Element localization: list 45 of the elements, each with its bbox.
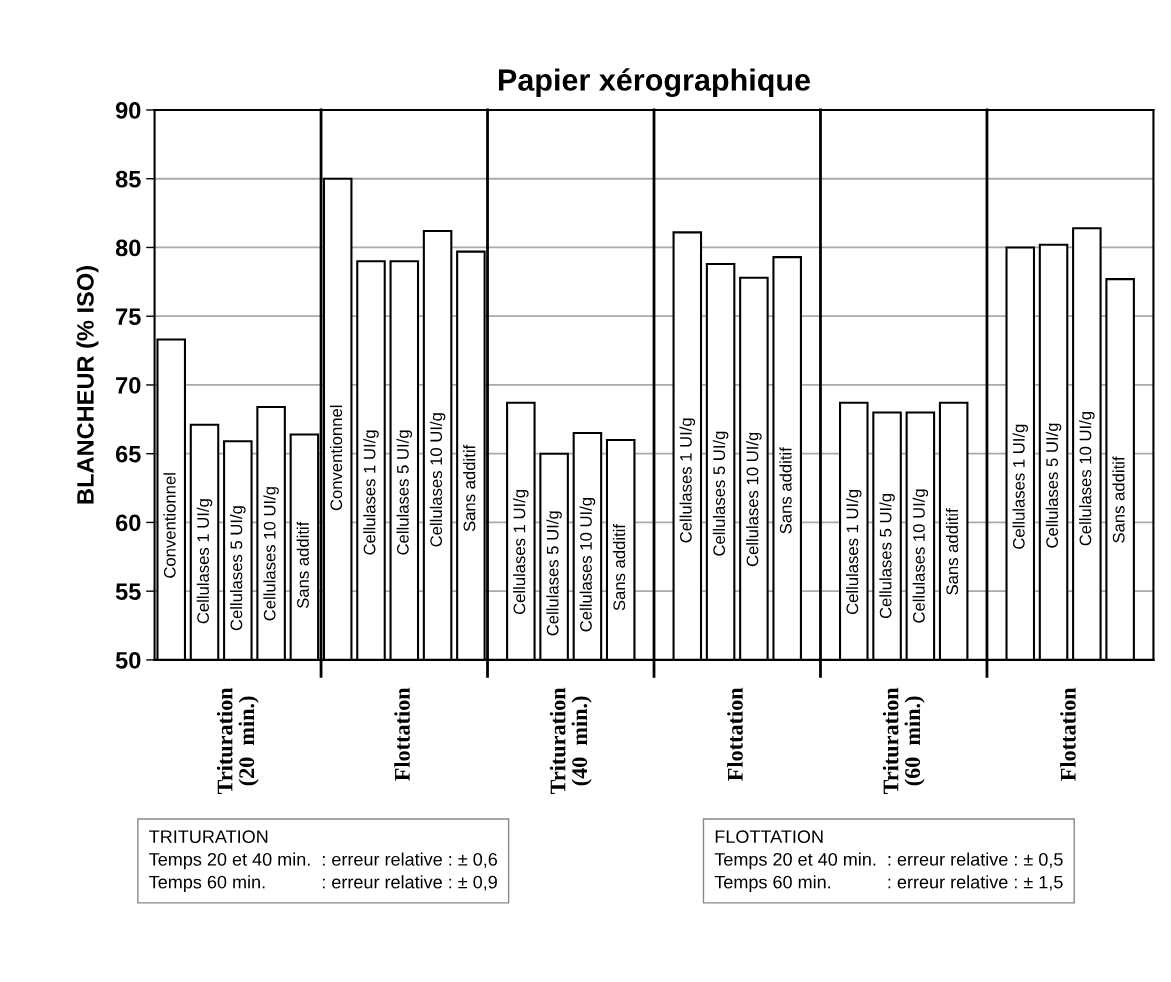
chart-title: Papier xérographique [498,68,811,98]
x-tick-label: Trituration (20 min.) [216,687,259,795]
text: Cellulases 10 UI/g [1079,412,1095,546]
text: Conventionnel [329,405,343,511]
text: TRITURATION Temps 20 et 40 min. : erreur relative : ± 0,6 Temps 60 min. : erreur relative : ± 0,9 [149,830,498,893]
series-label: Conventionnel [163,473,176,578]
text: Cellulases 10 UI/g [263,487,279,621]
x-tick-label: Trituration (60 min.) [882,687,925,795]
text: Cellulases 5 UI/g [1045,423,1062,548]
y-tick-label: 65 [115,445,141,463]
y-tick-label: 90 [115,102,141,119]
text: Sans additif [612,523,626,611]
series-label: Cellulases 5 UI/g [879,494,895,619]
y-tick-label: 55 [115,583,141,600]
text: Cellulases 5 UI/g [546,511,562,636]
text: Sans additif [296,521,309,608]
text: Sans additif [463,444,476,532]
y-tick-label: 60 [115,514,141,532]
x-tick-label: Flottation [727,687,743,781]
series-label: Sans additif [1112,456,1125,543]
y-axis-title: BLANCHEUR (% ISO) [76,266,99,504]
text: Cellulases 1 UI/g [363,430,379,555]
text: Sans additif [945,508,959,595]
y-tick-label: 70 [116,377,141,394]
text: Cellulases 5 UI/g [230,506,246,631]
y-tick-label: 50 [115,651,141,669]
text: Cellulases 1 UI/g [846,490,862,615]
text: Cellulases 1 UI/g [196,499,213,624]
x-tick-label: Trituration (40 min.) [549,687,592,795]
text: Cellulases 5 UI/g [712,431,729,556]
text: Cellulases 1 UI/g [513,490,529,615]
y-tick-label: 75 [116,308,141,325]
x-tick-label: Flottation [1060,687,1076,781]
y-tick-label: 80 [115,239,141,257]
text: Cellulases 5 UI/g [396,430,413,555]
text: Cellulases 1 UI/g [1012,424,1029,549]
x-tick-label: Flottation [394,687,410,781]
text: Cellulases 10 UI/g [912,489,929,623]
y-tick-label: 85 [115,170,141,188]
text: Sans additif [779,447,792,534]
text: FLOTTATION Temps 20 et 40 min. : erreur relative : ± 0,5 Temps 60 min. : erreur relative : ± 1,5 [714,830,1063,893]
series-label: Cellulases 1 UI/g [679,418,696,543]
text: Cellulases 10 UI/g [746,432,762,567]
text: Cellulases 10 UI/g [579,498,596,632]
series-label: Cellulases 10 UI/g [429,413,446,547]
